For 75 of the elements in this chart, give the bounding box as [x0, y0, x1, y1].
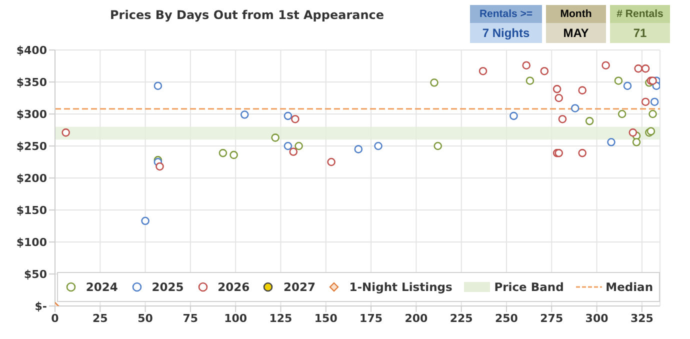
legend-label: Price Band: [494, 280, 564, 294]
x-tick-label: 25: [92, 312, 108, 325]
point: [62, 128, 70, 137]
y-tick-label: $100: [16, 236, 48, 249]
point: [578, 148, 586, 158]
point: [240, 110, 249, 119]
y-tick-label: $150: [16, 204, 48, 217]
point: [154, 82, 162, 90]
point: [327, 158, 336, 166]
point: [271, 134, 280, 142]
y-tick-label: $400: [16, 44, 48, 57]
point: [618, 110, 626, 118]
legend-label: 2025: [152, 280, 184, 294]
point: [648, 110, 657, 118]
point: [430, 78, 438, 87]
x-tick-label: 100: [224, 312, 248, 325]
y-tick-label: $50: [24, 268, 48, 281]
point: [641, 98, 650, 106]
x-tick-label: 50: [138, 312, 154, 325]
x-tick-label: 0: [51, 312, 60, 325]
point: [522, 61, 531, 70]
point: [141, 216, 150, 226]
y-tick-label: $250: [16, 140, 48, 153]
info-table: Rentals >= 7 Nights Month MAY # Rentals 71: [470, 5, 670, 43]
y-tick-label: $300: [16, 108, 48, 121]
y-tick-label: $-: [34, 300, 47, 313]
point: [607, 138, 616, 146]
point: [552, 84, 562, 94]
chart-title: Prices By Days Out from 1st Appearance: [110, 8, 384, 22]
x-tick-label: 150: [314, 312, 338, 325]
point: [641, 64, 650, 73]
x-tick-label: 225: [450, 312, 473, 325]
y-tick-label: $350: [16, 76, 48, 89]
point: [156, 162, 164, 171]
x-tick-label: 75: [182, 312, 198, 325]
point: [650, 98, 659, 106]
x-tick-label: 275: [540, 312, 564, 325]
x-tick-label: 175: [360, 312, 383, 325]
point: [558, 114, 567, 124]
point: [652, 82, 660, 90]
point: [570, 104, 580, 112]
point: [632, 138, 641, 146]
point: [478, 66, 488, 76]
point: [634, 64, 642, 73]
point: [623, 82, 632, 90]
point: [526, 76, 534, 85]
legend-label: 1-Night Listings: [349, 280, 452, 294]
point: [614, 76, 623, 85]
legend-label: 2027: [283, 280, 316, 294]
point: [289, 148, 298, 156]
x-tick-label: 250: [495, 312, 518, 325]
point: [554, 94, 564, 102]
x-tick-label: 200: [404, 312, 428, 325]
point: [585, 116, 594, 126]
x-tick-label: 300: [585, 312, 609, 325]
legend-label: Median: [606, 280, 654, 294]
point: [434, 142, 442, 150]
x-tick-label: 125: [269, 312, 292, 325]
legend-label: 2024: [86, 280, 118, 294]
point: [284, 142, 292, 150]
point: [284, 112, 292, 120]
point: [510, 112, 518, 120]
y-tick-label: $200: [16, 172, 48, 185]
point: [540, 66, 549, 76]
point: [218, 148, 228, 158]
point: [628, 128, 638, 137]
point: [354, 145, 363, 154]
legend-label: 2026: [218, 280, 250, 294]
point: [230, 150, 238, 160]
x-tick-label: 325: [630, 312, 654, 325]
point: [294, 142, 303, 150]
point: [374, 142, 382, 150]
point: [291, 114, 300, 124]
point: [602, 61, 610, 70]
point: [578, 86, 586, 94]
